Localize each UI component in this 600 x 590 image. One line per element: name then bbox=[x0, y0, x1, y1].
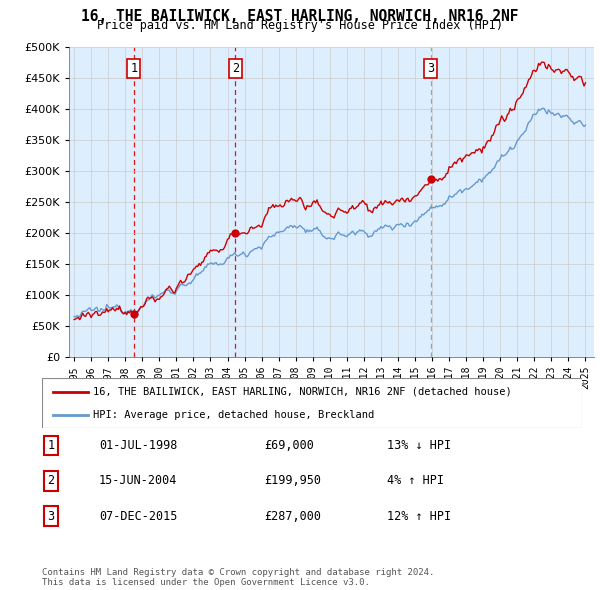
FancyBboxPatch shape bbox=[42, 378, 582, 428]
Text: 2: 2 bbox=[232, 63, 239, 76]
Text: 2: 2 bbox=[47, 474, 55, 487]
Text: 16, THE BAILIWICK, EAST HARLING, NORWICH, NR16 2NF: 16, THE BAILIWICK, EAST HARLING, NORWICH… bbox=[81, 9, 519, 24]
Text: 1: 1 bbox=[130, 63, 137, 76]
Text: £69,000: £69,000 bbox=[264, 439, 314, 452]
Text: £199,950: £199,950 bbox=[264, 474, 321, 487]
Text: 07-DEC-2015: 07-DEC-2015 bbox=[99, 510, 178, 523]
Text: HPI: Average price, detached house, Breckland: HPI: Average price, detached house, Brec… bbox=[94, 410, 374, 420]
Text: Price paid vs. HM Land Registry's House Price Index (HPI): Price paid vs. HM Land Registry's House … bbox=[97, 19, 503, 32]
Text: 16, THE BAILIWICK, EAST HARLING, NORWICH, NR16 2NF (detached house): 16, THE BAILIWICK, EAST HARLING, NORWICH… bbox=[94, 386, 512, 396]
Text: 01-JUL-1998: 01-JUL-1998 bbox=[99, 439, 178, 452]
Text: Contains HM Land Registry data © Crown copyright and database right 2024.
This d: Contains HM Land Registry data © Crown c… bbox=[42, 568, 434, 587]
Text: 1: 1 bbox=[47, 439, 55, 452]
Text: 4% ↑ HPI: 4% ↑ HPI bbox=[387, 474, 444, 487]
Text: 12% ↑ HPI: 12% ↑ HPI bbox=[387, 510, 451, 523]
Text: 15-JUN-2004: 15-JUN-2004 bbox=[99, 474, 178, 487]
Text: 3: 3 bbox=[47, 510, 55, 523]
Text: 3: 3 bbox=[427, 63, 434, 76]
Text: 13% ↓ HPI: 13% ↓ HPI bbox=[387, 439, 451, 452]
Text: £287,000: £287,000 bbox=[264, 510, 321, 523]
